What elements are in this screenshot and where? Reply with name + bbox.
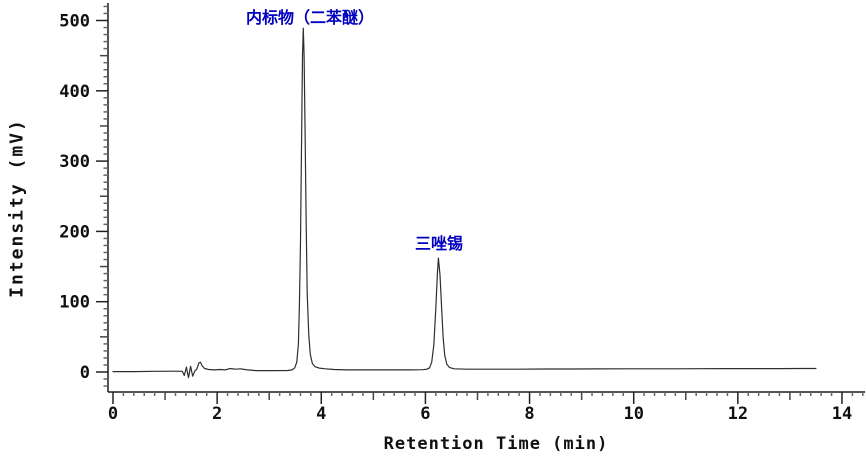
y-tick-label: 0 — [80, 363, 90, 383]
x-axis-ticks — [112, 392, 864, 404]
x-tick-label: 6 — [420, 404, 430, 424]
x-tick-label: 12 — [728, 404, 748, 424]
y-tick-label: 300 — [59, 152, 90, 172]
y-tick-label: 200 — [59, 222, 90, 242]
y-axis-title: Intensity (mV) — [6, 118, 28, 298]
x-tick-label: 0 — [108, 404, 118, 424]
x-tick-label: 14 — [832, 404, 852, 424]
axes — [107, 3, 865, 393]
y-axis-ticks — [96, 5, 108, 387]
x-tick-label: 8 — [524, 404, 534, 424]
peak-annotation-analyte: 三唑锡 — [414, 236, 464, 253]
chromatogram-trace — [112, 27, 817, 379]
x-axis-tick-labels: 0 2 4 6 8 10 12 14 — [108, 404, 852, 424]
x-tick-label: 4 — [316, 404, 326, 424]
x-tick-label: 10 — [623, 404, 643, 424]
peak-annotation-internal-standard: 内标物（二苯醚） — [245, 10, 375, 27]
x-axis-title: Retention Time (min) — [383, 434, 609, 454]
y-tick-label: 100 — [59, 293, 90, 313]
y-axis-tick-labels: 0 100 200 300 400 500 — [59, 12, 90, 384]
y-tick-label: 400 — [59, 82, 90, 102]
y-tick-label: 500 — [59, 12, 90, 32]
x-tick-label: 2 — [212, 404, 222, 424]
